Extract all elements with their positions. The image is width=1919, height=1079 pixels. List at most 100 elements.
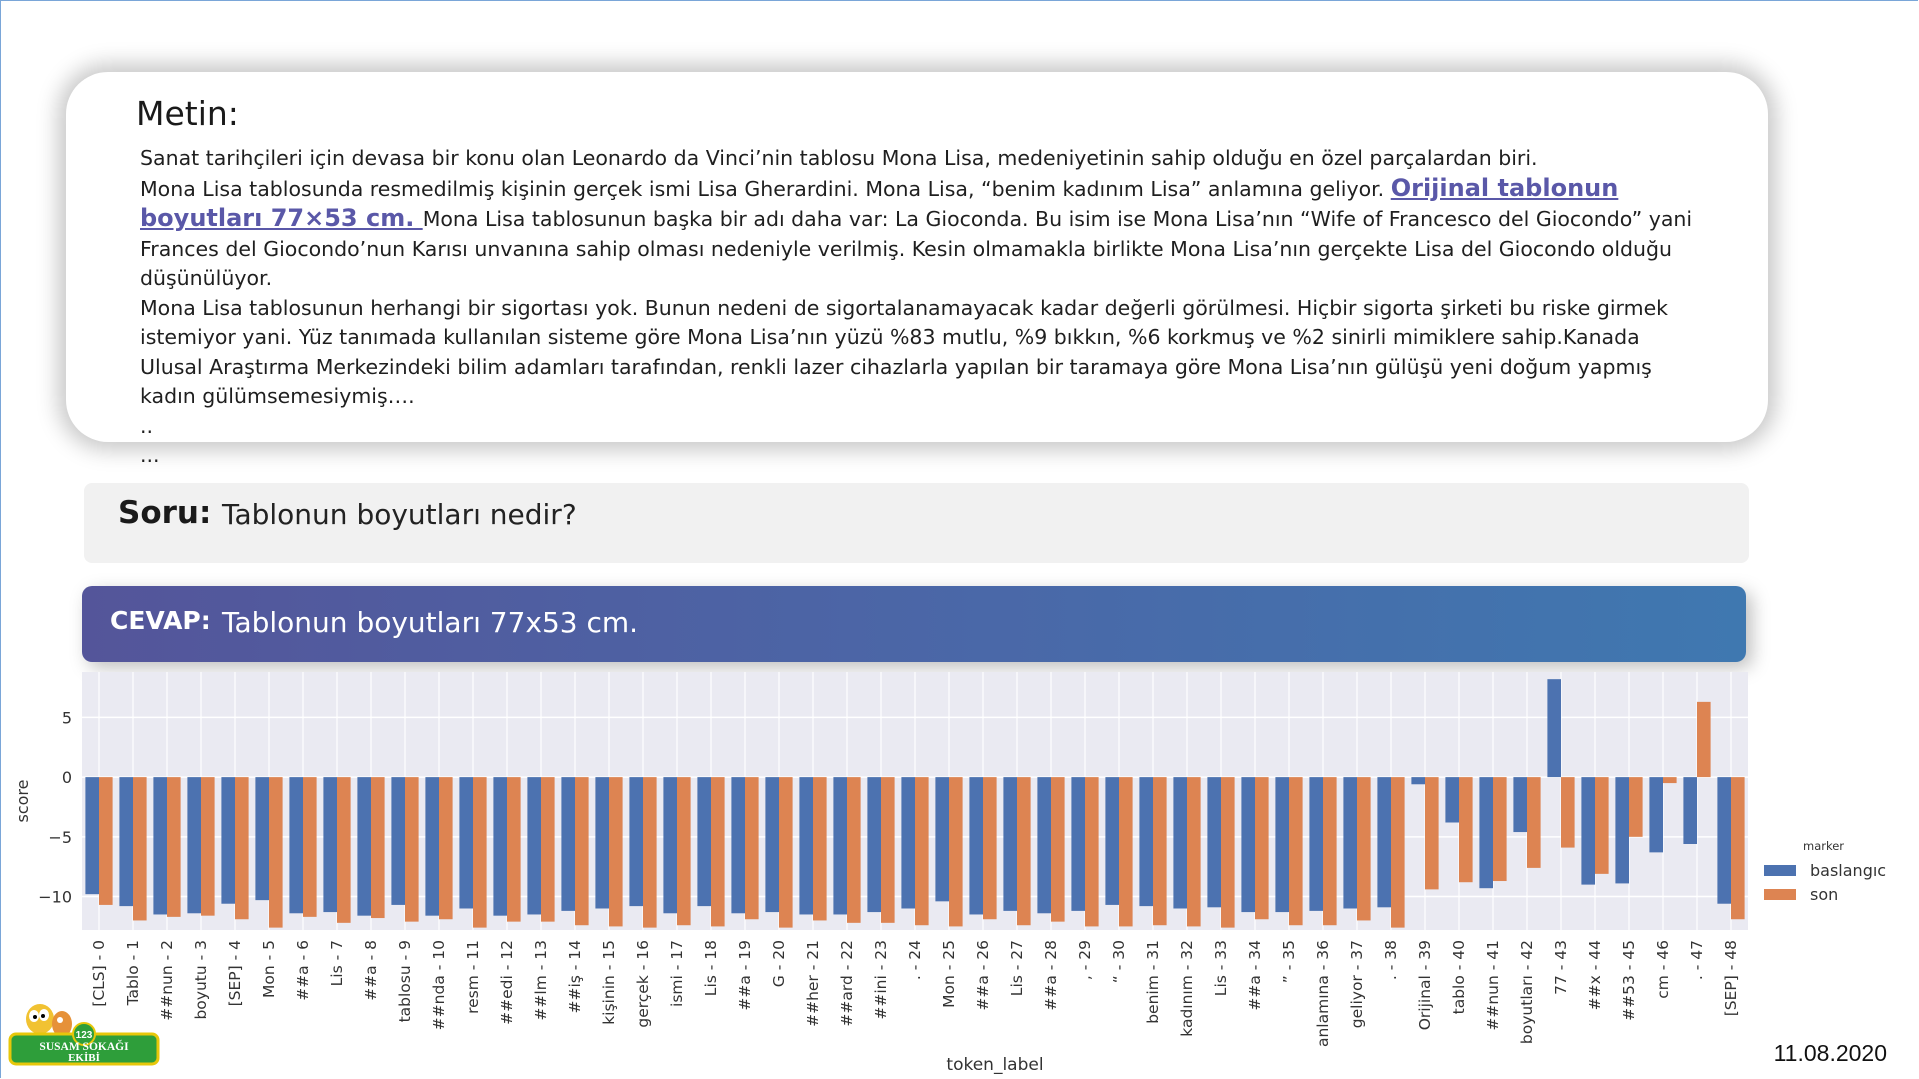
x-tick-label: ##iş - 14 (566, 940, 584, 1014)
bar-son (507, 777, 521, 922)
x-tick-label: . - 47 (1688, 940, 1706, 980)
bar-son (1459, 777, 1473, 883)
x-axis-label: token_label (946, 1055, 1043, 1075)
bar-son (643, 777, 657, 928)
y-tick-label: 0 (62, 768, 72, 787)
x-tick-label: ##53 - 45 (1620, 940, 1638, 1021)
x-tick-label: Lis - 33 (1212, 940, 1230, 996)
bar-son (1289, 777, 1303, 926)
bar-baslangic (527, 777, 541, 915)
metin-ellipsis-2: ... (140, 443, 160, 467)
x-tick-label: ##a - 26 (974, 940, 992, 1011)
x-tick-label: ##x - 44 (1586, 940, 1604, 1010)
legend-title: marker (1803, 839, 1844, 853)
y-tick-label: −10 (38, 888, 72, 907)
date-label: 11.08.2020 (1773, 1040, 1887, 1066)
bar-son (949, 777, 963, 927)
bar-son (371, 777, 385, 919)
bar-baslangic (1615, 777, 1629, 884)
bar-baslangic (1309, 777, 1323, 911)
x-tick-label: kişinin - 15 (600, 940, 618, 1025)
answer-highlight: Orijinal tablonun boyutları 77×53 cm. (140, 173, 1619, 233)
logo-number: 123 (76, 1030, 93, 1041)
bar-son (1561, 777, 1575, 848)
text-card: Metin: Sanat tarihçileri için devasa bir… (66, 72, 1768, 467)
bar-baslangic (153, 777, 167, 915)
bar-baslangic (731, 777, 745, 914)
bar-baslangic (255, 777, 269, 901)
x-tick-label: ##a - 8 (362, 940, 380, 1001)
bar-son (1051, 777, 1065, 922)
logo-line-1: SUSAM SOKAĞI (39, 1039, 129, 1053)
x-tick-label: Mon - 25 (940, 940, 958, 1008)
x-tick-label: ##lm - 13 (532, 940, 550, 1021)
bar-baslangic (1071, 777, 1085, 911)
bar-baslangic (867, 777, 881, 913)
bar-baslangic (595, 777, 609, 909)
x-tick-label: resm - 11 (464, 940, 482, 1014)
x-tick-label: ##ini - 23 (872, 940, 890, 1020)
y-tick-label: −5 (48, 828, 72, 847)
bar-son (711, 777, 725, 927)
metin-paragraph-3: Mona Lisa tablosunun herhangi bir sigort… (140, 295, 1669, 409)
bar-baslangic (1003, 777, 1017, 911)
bar-baslangic (833, 777, 847, 915)
bar-son (983, 777, 997, 920)
bar-baslangic (1377, 777, 1391, 908)
bar-son (1629, 777, 1643, 837)
bar-son (167, 777, 181, 917)
bar-baslangic (629, 777, 643, 907)
bar-baslangic (1581, 777, 1595, 885)
question-text: Tablonun boyutları nedir? (222, 498, 577, 531)
bar-son (337, 777, 351, 923)
x-tick-label: ##edi - 12 (498, 940, 516, 1025)
x-tick-label: tablo - 40 (1450, 940, 1468, 1014)
x-tick-label: 77 - 43 (1552, 940, 1570, 995)
bar-baslangic (187, 777, 201, 914)
bar-baslangic (901, 777, 915, 909)
metin-paragraph-2a: Mona Lisa tablosunda resmedilmiş kişinin… (140, 176, 1391, 201)
bar-baslangic (391, 777, 405, 905)
x-tick-label: cm - 46 (1654, 940, 1672, 999)
x-tick-label: Tablo - 1 (124, 940, 142, 1006)
x-tick-label: boyutları - 42 (1518, 940, 1536, 1044)
bar-son (779, 777, 793, 928)
bar-baslangic (323, 777, 337, 913)
bar-son (1255, 777, 1269, 920)
x-tick-label: ##nun - 41 (1484, 940, 1502, 1031)
bar-baslangic (1207, 777, 1221, 908)
x-tick-label: ” - 35 (1280, 940, 1298, 983)
bar-son (1391, 777, 1405, 928)
x-tick-label: . - 24 (906, 940, 924, 980)
bar-baslangic (1547, 679, 1561, 778)
bar-baslangic (1275, 777, 1289, 913)
x-tick-label: Lis - 18 (702, 940, 720, 996)
x-tick-label: [SEP] - 48 (1722, 940, 1740, 1016)
metin-title: Metin: (136, 94, 239, 133)
bar-baslangic (1139, 777, 1153, 907)
question-card: Soru: Tablonun boyutları nedir? (84, 483, 1749, 563)
bar-son (1493, 777, 1507, 882)
x-tick-label: , - 29 (1076, 940, 1094, 980)
bar-son (1085, 777, 1099, 927)
x-tick-label: ##nda - 10 (430, 940, 448, 1030)
bar-son (1153, 777, 1167, 926)
bar-baslangic (357, 777, 371, 916)
bar-baslangic (1445, 777, 1459, 823)
metin-paragraph-2b: Mona Lisa tablosunun başka bir adı daha … (140, 207, 1693, 290)
bar-son (915, 777, 929, 926)
x-tick-label: Mon - 5 (260, 940, 278, 998)
bar-baslangic (1105, 777, 1119, 905)
bar-son (473, 777, 487, 928)
bar-son (881, 777, 895, 923)
bar-son (1731, 777, 1745, 920)
bar-son (439, 777, 453, 920)
answer-card: CEVAP: Tablonun boyutları 77x53 cm. (82, 586, 1746, 662)
x-tick-label: Lis - 7 (328, 940, 346, 986)
bar-son (303, 777, 317, 917)
bar-son (609, 777, 623, 927)
bar-baslangic (1411, 777, 1425, 785)
x-tick-label: geliyor - 37 (1348, 940, 1366, 1028)
bar-baslangic (561, 777, 575, 911)
bar-son (405, 777, 419, 922)
